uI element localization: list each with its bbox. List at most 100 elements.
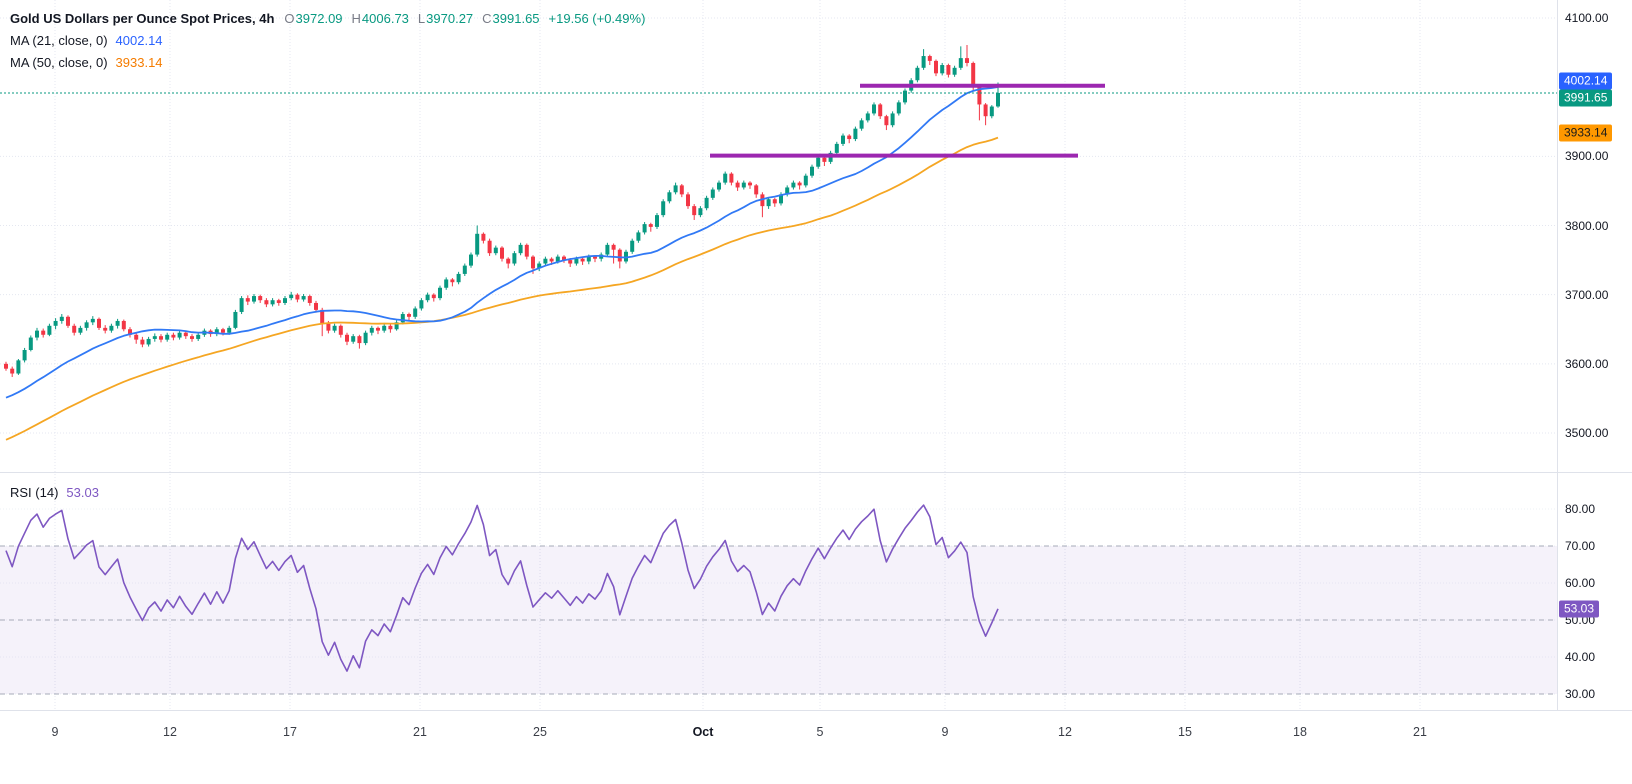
candle-body bbox=[890, 113, 895, 126]
candle-body bbox=[307, 296, 312, 303]
candle-body bbox=[289, 294, 294, 299]
candle-body bbox=[884, 116, 889, 126]
ma50-value: 3933.14 bbox=[115, 54, 163, 70]
candle-body bbox=[661, 201, 666, 216]
time-axis[interactable]: 9 12 17 21 25 Oct 5 9 12 15 18 21 bbox=[0, 710, 1632, 784]
candle-body bbox=[16, 360, 21, 374]
rsi-tick-label: 80.00 bbox=[1565, 502, 1596, 516]
candle-body bbox=[382, 325, 387, 331]
candle-body bbox=[834, 143, 839, 153]
candle-body bbox=[667, 192, 672, 202]
ma50-line[interactable] bbox=[5, 136, 999, 441]
candle-body bbox=[952, 67, 957, 75]
candle-body bbox=[531, 256, 535, 269]
candle-body bbox=[276, 300, 281, 303]
time-axis-label: 9 bbox=[51, 725, 59, 739]
time-axis-label: 9 bbox=[941, 725, 949, 739]
symbol-title[interactable]: Gold US Dollars per Ounce Spot Prices, 4… bbox=[10, 10, 275, 26]
ma50-label: MA (50, close, 0) bbox=[10, 54, 108, 70]
time-axis-label: 18 bbox=[1293, 725, 1307, 739]
candle-body bbox=[741, 182, 746, 188]
ma21-legend-row[interactable]: MA (21, close, 0) 4002.14 bbox=[10, 29, 654, 51]
candle-body bbox=[121, 320, 126, 330]
rsi-label: RSI (14) bbox=[10, 484, 59, 500]
candle-body bbox=[760, 194, 765, 207]
candle-body bbox=[270, 300, 275, 305]
rsi-legend: RSI (14) 53.03 bbox=[10, 481, 108, 503]
candle-body bbox=[562, 256, 566, 261]
candle-body bbox=[214, 329, 219, 335]
close-label: C bbox=[482, 10, 492, 26]
candle-body bbox=[338, 325, 343, 335]
candle-body bbox=[537, 263, 542, 269]
rsi-tick-label: 60.00 bbox=[1565, 576, 1596, 590]
candle-body bbox=[555, 256, 560, 262]
time-axis-label: Oct bbox=[692, 725, 714, 739]
candle-body bbox=[159, 336, 163, 340]
candle-body bbox=[115, 320, 120, 326]
change-value: +19.56 (+0.49%) bbox=[548, 10, 646, 26]
time-axis-label: 21 bbox=[1413, 725, 1427, 739]
candle-body bbox=[989, 106, 994, 117]
candle-body bbox=[357, 336, 362, 344]
candle-body bbox=[611, 244, 616, 250]
close-value: 3991.65 bbox=[492, 10, 540, 26]
candle-body bbox=[965, 58, 969, 63]
candle-body bbox=[171, 334, 176, 338]
candle-body bbox=[766, 199, 771, 207]
candle-body bbox=[487, 240, 492, 254]
candle-body bbox=[400, 314, 405, 323]
candle-body bbox=[72, 325, 77, 333]
candle-body bbox=[748, 182, 752, 186]
candle-body bbox=[146, 338, 151, 345]
time-axis-label: 5 bbox=[816, 725, 824, 739]
ma50-legend-row[interactable]: MA (50, close, 0) 3933.14 bbox=[10, 51, 654, 73]
candle-body bbox=[444, 279, 449, 288]
main-legend: Gold US Dollars per Ounce Spot Prices, 4… bbox=[10, 7, 654, 73]
candle-body bbox=[518, 244, 523, 254]
candle-body bbox=[940, 65, 945, 74]
symbol-legend-row[interactable]: Gold US Dollars per Ounce Spot Prices, 4… bbox=[10, 7, 654, 29]
candle-body bbox=[177, 332, 182, 338]
candle-body bbox=[233, 311, 238, 328]
time-axis-label: 17 bbox=[283, 725, 297, 739]
price-axis[interactable]: 4100.00 3900.00 3800.00 3700.00 3600.00 3500.… bbox=[1557, 0, 1632, 710]
candle-body bbox=[469, 254, 473, 266]
pane-divider[interactable] bbox=[0, 472, 1632, 473]
candle-body bbox=[779, 194, 783, 204]
candle-body bbox=[351, 336, 356, 342]
candle-body bbox=[673, 185, 678, 193]
candle-body bbox=[128, 329, 132, 335]
candle-body bbox=[878, 104, 883, 117]
candle-body bbox=[630, 240, 635, 252]
candle-body bbox=[921, 56, 926, 68]
time-axis-label: 21 bbox=[413, 725, 427, 739]
price-tick-label: 3700.00 bbox=[1565, 287, 1609, 302]
candle-body bbox=[41, 330, 46, 335]
rsi-value-badge: 53.03 bbox=[1559, 600, 1600, 618]
candle-body bbox=[103, 327, 108, 331]
candle-body bbox=[245, 298, 250, 302]
candle-body bbox=[227, 327, 232, 333]
candle-body bbox=[642, 224, 647, 233]
rsi-line[interactable] bbox=[5, 504, 999, 672]
candle-body bbox=[785, 187, 790, 195]
candle-body bbox=[53, 320, 58, 326]
chart-canvas[interactable] bbox=[0, 0, 1557, 710]
candle-body bbox=[438, 287, 442, 299]
candle-body bbox=[524, 244, 529, 257]
rsi-legend-row[interactable]: RSI (14) 53.03 bbox=[10, 481, 108, 503]
open-label: O bbox=[284, 10, 295, 26]
candle-body bbox=[574, 258, 579, 264]
candle-body bbox=[431, 294, 436, 299]
candle-body bbox=[903, 90, 907, 103]
price-value-badge: 4002.14 bbox=[1559, 72, 1613, 90]
candle-body bbox=[84, 322, 89, 328]
candle-body bbox=[59, 316, 64, 321]
candle-body bbox=[512, 253, 517, 264]
ma21-line[interactable] bbox=[5, 86, 999, 399]
candle-body bbox=[841, 135, 845, 144]
candle-body bbox=[506, 258, 511, 264]
candle-body bbox=[698, 208, 703, 216]
